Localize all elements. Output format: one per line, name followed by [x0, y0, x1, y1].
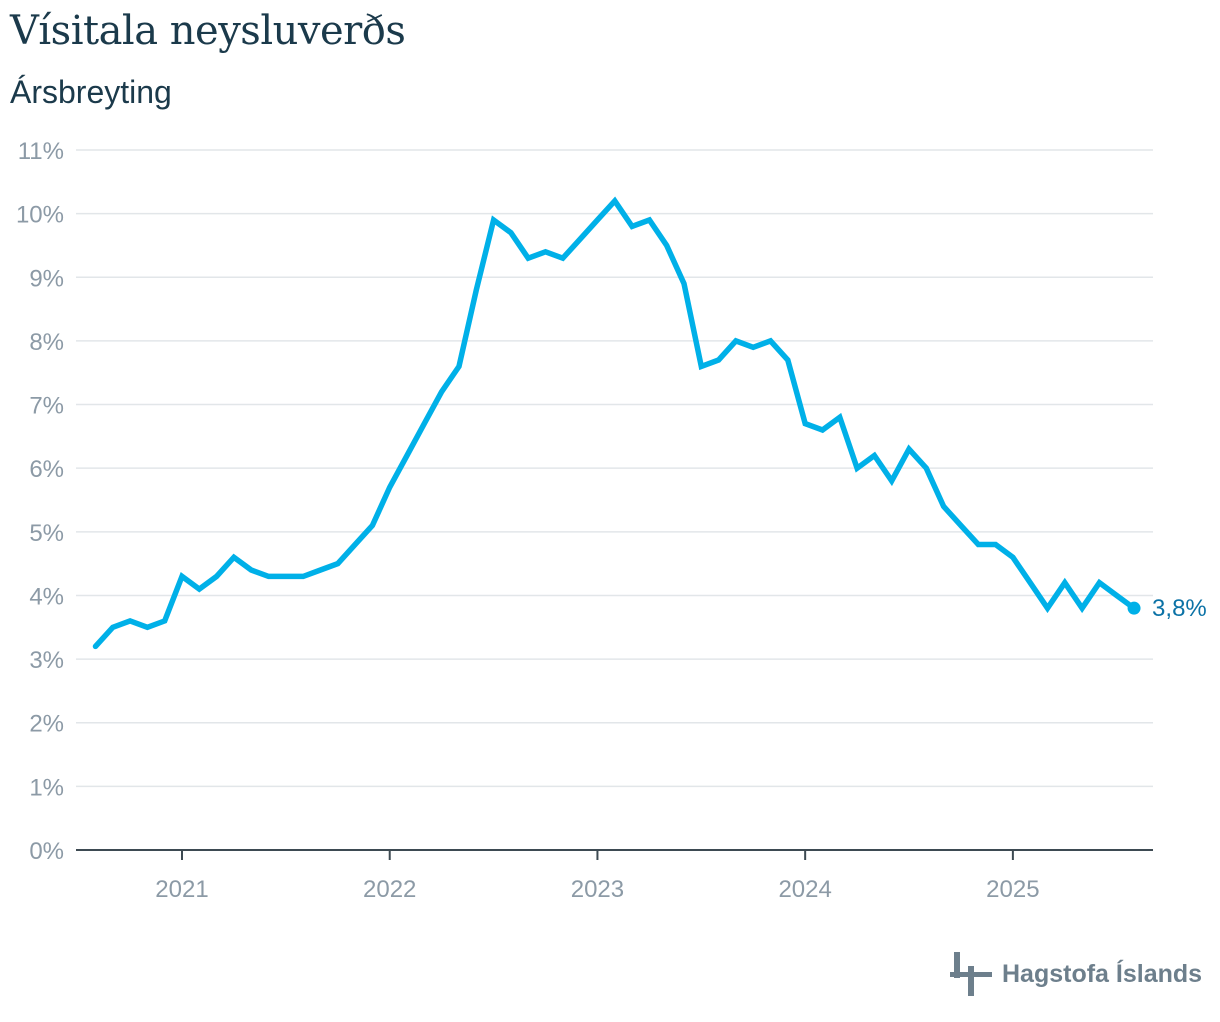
chart-title: Vísitala neysluverðs: [10, 8, 406, 54]
series-line: [92, 196, 1137, 650]
y-axis-ticks: 0% 1% 2% 3% 4% 5% 6% 7% 8% 9% 10% 11%: [16, 138, 64, 865]
y-tick-label: 5%: [29, 520, 64, 547]
y-tick-label: 3%: [29, 647, 64, 674]
x-tick-label: 2022: [363, 876, 416, 903]
hagstofa-logo-icon: [950, 952, 992, 996]
chart-subtitle: Ársbreyting: [10, 74, 172, 110]
x-axis-ticks: 2021 2022 2023 2024 2025: [155, 850, 1040, 903]
x-tick-label: 2021: [155, 876, 208, 903]
y-tick-label: 7%: [29, 393, 64, 420]
y-tick-label: 11%: [18, 138, 64, 165]
x-tick-label: 2023: [571, 876, 624, 903]
y-tick-label: 9%: [29, 265, 64, 292]
grid-lines: [76, 149, 1153, 788]
y-tick-label: 0%: [29, 838, 64, 865]
y-tick-label: 2%: [29, 711, 64, 738]
x-tick-label: 2024: [778, 876, 831, 903]
brand-name: Hagstofa Íslands: [1002, 959, 1203, 988]
end-value-label: 3,8%: [1152, 595, 1207, 622]
y-tick-label: 8%: [29, 329, 64, 356]
y-tick-label: 10%: [16, 202, 64, 229]
y-tick-label: 4%: [29, 583, 64, 610]
y-tick-label: 6%: [29, 456, 64, 483]
brand-logo: Hagstofa Íslands: [950, 948, 1202, 1000]
x-tick-label: 2025: [986, 876, 1039, 903]
y-tick-label: 1%: [29, 774, 64, 801]
series-group: 3,8%: [92, 196, 1207, 650]
end-point-marker: [1127, 601, 1141, 615]
